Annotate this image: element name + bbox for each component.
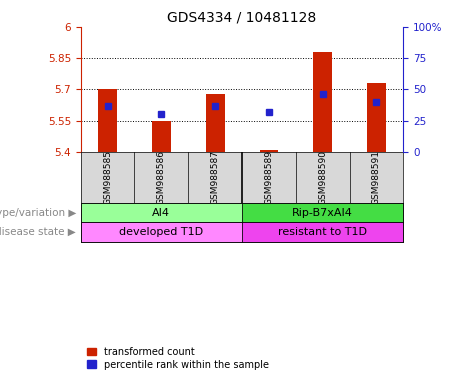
Text: resistant to T1D: resistant to T1D — [278, 227, 367, 237]
Title: GDS4334 / 10481128: GDS4334 / 10481128 — [167, 10, 317, 24]
Bar — [260, 150, 278, 152]
Text: Rip-B7xAI4: Rip-B7xAI4 — [292, 208, 353, 218]
Text: GSM988586: GSM988586 — [157, 150, 166, 205]
Text: GSM988591: GSM988591 — [372, 150, 381, 205]
Text: GSM988587: GSM988587 — [211, 150, 219, 205]
Text: GSM988590: GSM988590 — [318, 150, 327, 205]
Legend: transformed count, percentile rank within the sample: transformed count, percentile rank withi… — [86, 345, 271, 371]
Text: AI4: AI4 — [152, 208, 171, 218]
Bar — [242, 203, 403, 222]
Bar — [81, 222, 242, 242]
Bar — [242, 222, 403, 242]
Text: GSM988585: GSM988585 — [103, 150, 112, 205]
Bar — [367, 83, 386, 152]
Text: genotype/variation ▶: genotype/variation ▶ — [0, 208, 76, 218]
Bar — [206, 94, 225, 152]
Text: GSM988589: GSM988589 — [265, 150, 273, 205]
Text: disease state ▶: disease state ▶ — [0, 227, 76, 237]
Text: developed T1D: developed T1D — [119, 227, 203, 237]
Bar — [81, 203, 242, 222]
Bar — [98, 89, 117, 152]
Bar — [313, 52, 332, 152]
Bar — [152, 121, 171, 152]
